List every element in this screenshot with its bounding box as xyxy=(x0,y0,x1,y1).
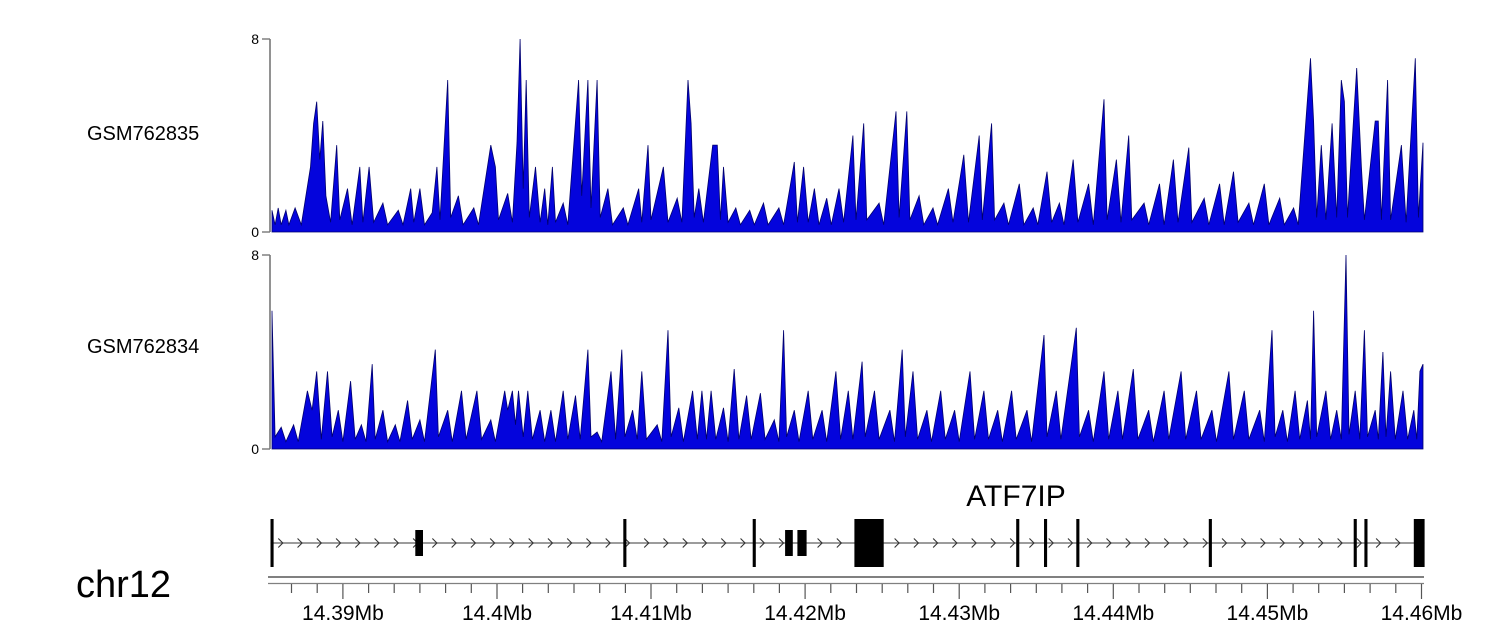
track2-ymax-label: 8 xyxy=(251,247,259,263)
genome-axis-track: 14.39Mb 14.4Mb 14.41Mb 14.42Mb 14.43Mb 14.44M… xyxy=(268,576,1463,625)
axis-tick-label: 14.41Mb xyxy=(610,602,692,625)
coverage-polygon xyxy=(271,254,1424,450)
axis-tick-label: 14.46Mb xyxy=(1381,602,1463,625)
strand-arrow-icon xyxy=(1375,538,1382,548)
strand-arrow-icon xyxy=(586,538,592,548)
exon-rect xyxy=(1076,519,1080,567)
strand-arrow-icon xyxy=(1337,538,1343,548)
strand-arrow-icon xyxy=(316,538,323,548)
strand-arrow-icon xyxy=(297,538,303,548)
strand-arrow-icon xyxy=(1240,538,1247,548)
strand-arrow-icon xyxy=(701,538,708,548)
strand-arrow-icon xyxy=(1067,538,1074,548)
strand-arrow-icon xyxy=(1125,538,1132,548)
strand-arrow-icon xyxy=(1260,538,1266,548)
strand-arrow-icon xyxy=(740,538,746,548)
strand-arrow-icon xyxy=(470,538,477,548)
strand-arrow-icon xyxy=(605,538,611,548)
strand-arrow-icon xyxy=(1183,538,1189,548)
coverage-polygon xyxy=(271,38,1424,233)
track1-coverage-area xyxy=(262,38,1424,233)
strand-arrow-icon xyxy=(1048,538,1054,548)
track2-label: GSM762834 xyxy=(87,336,199,358)
track1-label: GSM762835 xyxy=(87,123,199,145)
strand-arrow-icon xyxy=(817,538,823,548)
strand-arrow-icon xyxy=(682,538,689,548)
strand-arrow-icon xyxy=(1086,538,1093,548)
strand-arrow-icon xyxy=(952,538,958,548)
chromosome-label: chr12 xyxy=(76,564,171,606)
exon-rect xyxy=(1208,519,1212,567)
strand-arrow-icon xyxy=(1221,538,1228,548)
strand-arrow-icon xyxy=(971,538,977,548)
strand-arrow-icon xyxy=(894,538,900,548)
axis-tick-label: 14.39Mb xyxy=(302,602,384,625)
strand-arrow-icon xyxy=(277,538,284,548)
strand-arrow-icon xyxy=(1279,538,1286,548)
axis-tick-label: 14.44Mb xyxy=(1072,602,1154,625)
strand-arrow-icon xyxy=(566,538,573,548)
strand-arrow-icon xyxy=(335,538,342,548)
exon-rect xyxy=(1044,519,1048,567)
exon-rect xyxy=(1413,519,1425,567)
strand-arrow-icon xyxy=(1317,538,1324,548)
exon-rect xyxy=(1016,519,1020,567)
strand-arrow-icon xyxy=(913,538,920,548)
strand-arrow-icon xyxy=(1394,538,1401,548)
track2-coverage-area xyxy=(262,254,1424,450)
strand-arrow-icon xyxy=(663,538,669,548)
strand-arrow-icon xyxy=(489,538,496,548)
strand-arrow-icon xyxy=(528,538,534,548)
strand-arrow-icon xyxy=(990,538,997,548)
axis-tick-label: 14.43Mb xyxy=(918,602,1000,625)
strand-arrow-icon xyxy=(547,538,554,548)
track2-ymin-label: 0 xyxy=(251,441,259,457)
strand-arrow-icon xyxy=(393,538,400,548)
exon-rect xyxy=(270,519,274,567)
strand-arrow-icon xyxy=(759,538,766,548)
strand-arrow-icon xyxy=(1356,538,1363,548)
strand-arrow-icon xyxy=(374,538,380,548)
exon-rect xyxy=(854,519,884,567)
strand-arrow-icon xyxy=(1029,538,1035,548)
axis-tick-label: 14.45Mb xyxy=(1227,602,1309,625)
exon-rect xyxy=(1353,519,1357,567)
exon-rect xyxy=(623,519,627,567)
strand-arrow-icon xyxy=(1298,538,1305,548)
strand-arrow-icon xyxy=(836,538,843,548)
gene-model-track xyxy=(270,519,1425,567)
strand-arrow-icon xyxy=(354,538,361,548)
exon-rect xyxy=(752,519,756,567)
track1-ymax-label: 8 xyxy=(251,31,259,47)
exon-rect xyxy=(1364,519,1368,567)
strand-arrow-icon xyxy=(509,538,515,548)
gene-name-label: ATF7IP xyxy=(966,480,1065,513)
axis-tick-label: 14.4Mb xyxy=(462,602,532,625)
strand-arrow-icon xyxy=(624,538,631,548)
strand-arrow-icon xyxy=(451,538,457,548)
exon-rect xyxy=(415,530,423,556)
strand-arrow-icon xyxy=(1106,538,1112,548)
strand-arrow-icon xyxy=(720,538,727,548)
exon-rect xyxy=(797,530,807,556)
track1-ymin-label: 0 xyxy=(251,224,259,240)
strand-arrow-icon xyxy=(1163,538,1170,548)
strand-arrow-icon xyxy=(431,538,438,548)
strand-arrow-icon xyxy=(1009,538,1016,548)
strand-arrow-icon xyxy=(1202,538,1209,548)
strand-arrow-icon xyxy=(932,538,939,548)
strand-arrow-icon xyxy=(643,538,650,548)
strand-arrow-icon xyxy=(1144,538,1151,548)
strand-arrow-icon xyxy=(778,538,785,548)
exon-rect xyxy=(785,530,793,556)
axis-tick-label: 14.42Mb xyxy=(764,602,846,625)
